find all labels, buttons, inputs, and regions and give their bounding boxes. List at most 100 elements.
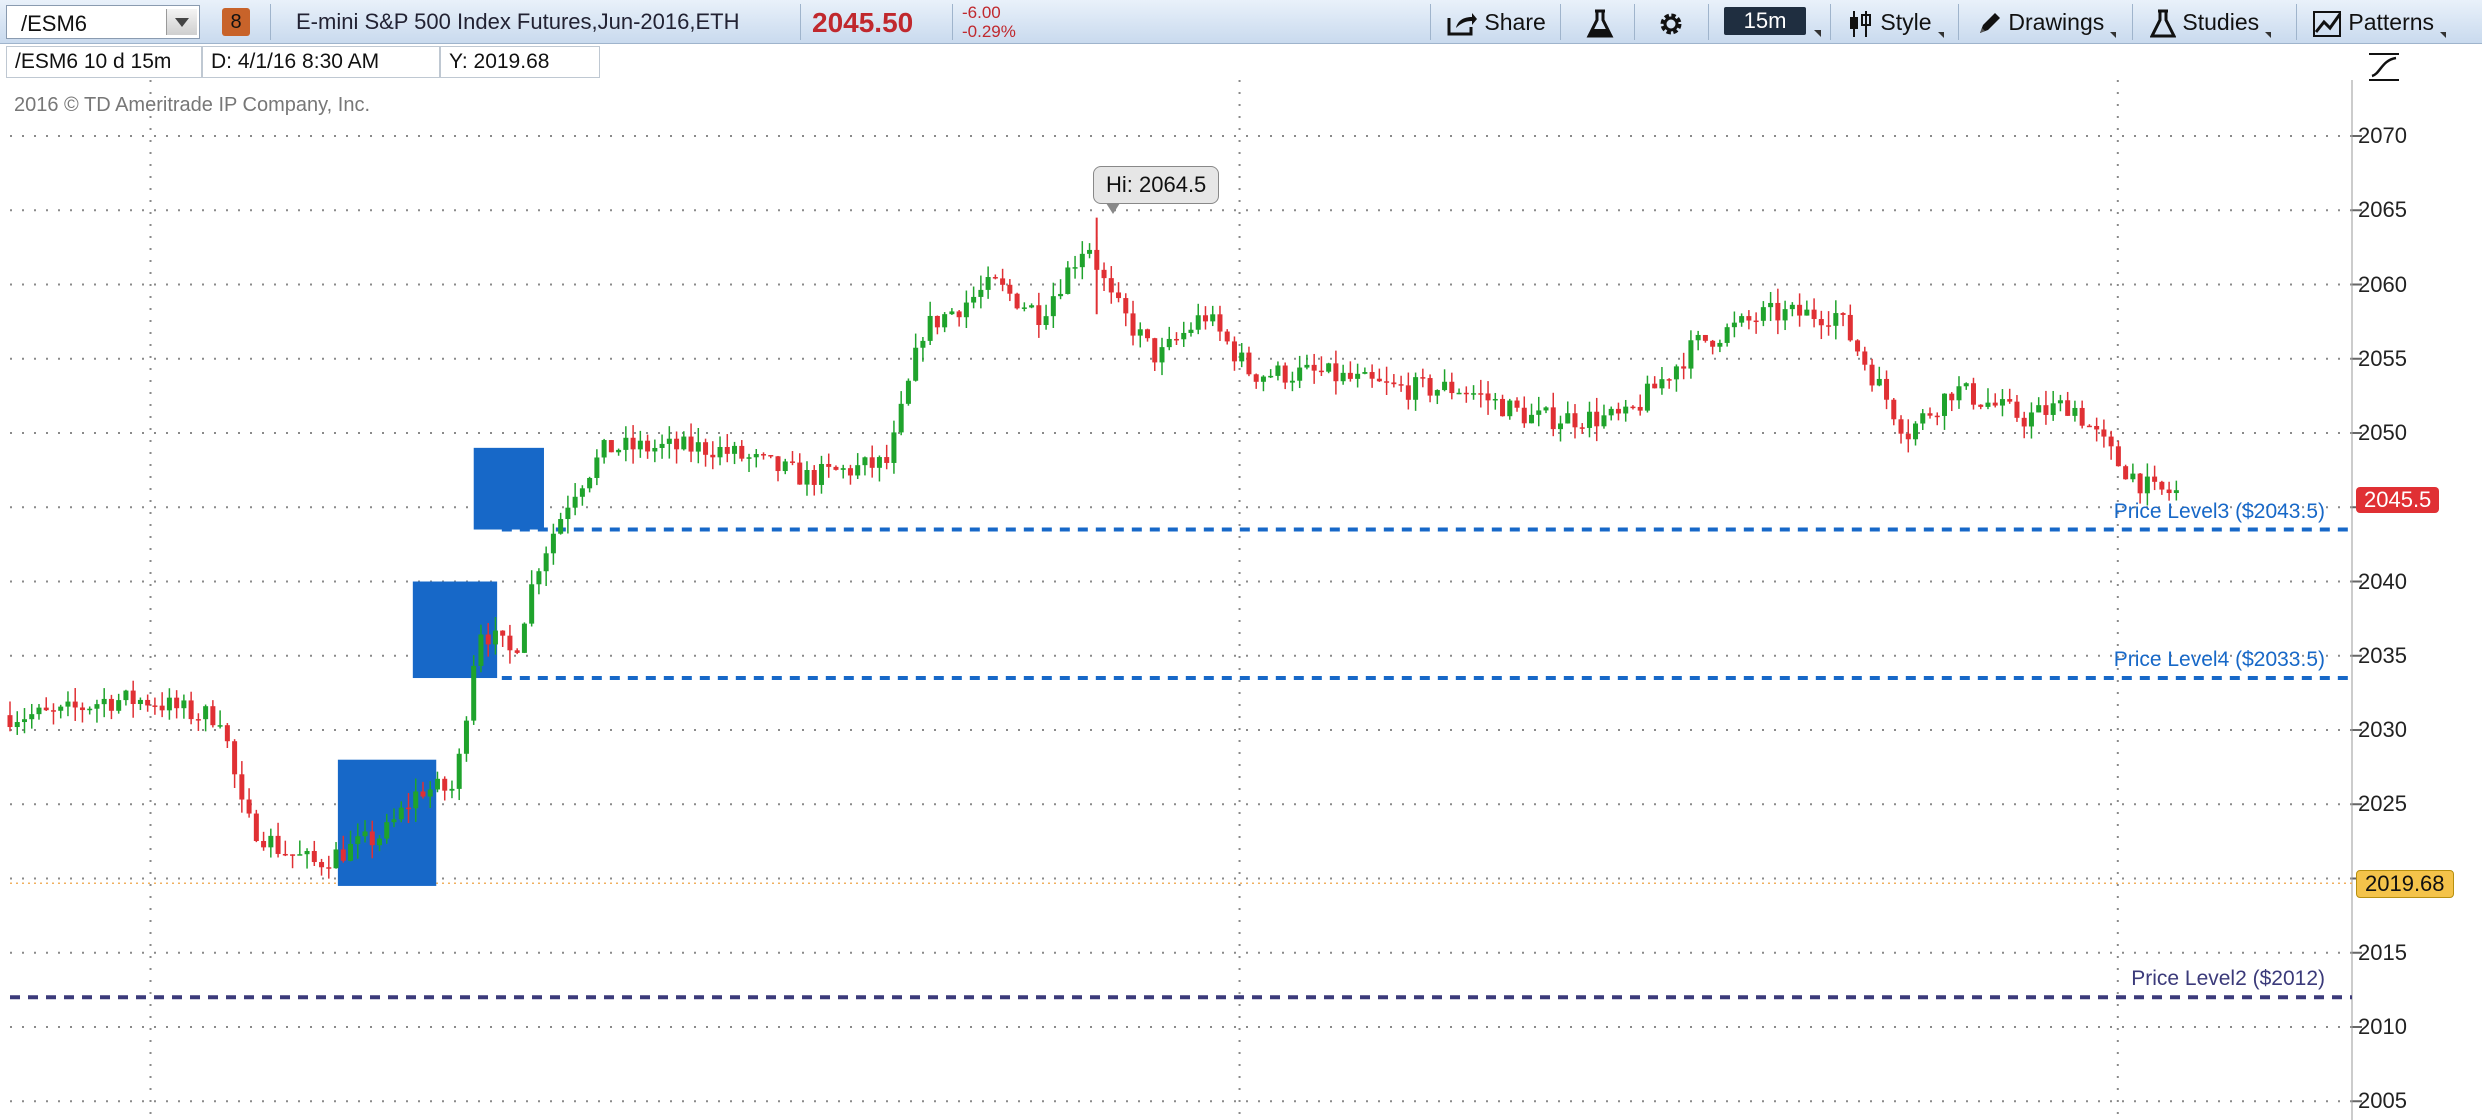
high-callout: Hi: 2064.5 (1093, 166, 1220, 214)
candle-body (1029, 305, 1035, 308)
candle-body (1913, 423, 1919, 440)
candle-body (1434, 390, 1440, 396)
candle-body (876, 457, 882, 468)
candle-body (79, 707, 85, 711)
candle-body (1543, 407, 1549, 411)
candle-body (1855, 340, 1861, 352)
candle-body (826, 463, 832, 467)
candle-body (1884, 378, 1890, 400)
candle-body (253, 813, 259, 841)
candle-body (666, 438, 672, 444)
candle-body (1536, 410, 1542, 415)
y-tick-label: 2060 (2358, 271, 2407, 297)
patterns-button[interactable]: Patterns (2312, 0, 2447, 44)
candle-body (1289, 380, 1295, 383)
y-tick-label: 2040 (2358, 568, 2407, 594)
candle-body (58, 706, 64, 711)
candle-body (2108, 436, 2114, 447)
candle-body (1521, 407, 1527, 424)
timeframe-selector[interactable]: 15m (1724, 7, 1806, 35)
candle-body (1934, 415, 1940, 418)
symbol-text[interactable]: /ESM6 (21, 11, 88, 36)
candle-body (2057, 400, 2063, 404)
candle-body (630, 437, 636, 450)
candle-body (920, 340, 926, 348)
candle-body (1391, 382, 1397, 385)
candle-body (217, 725, 223, 727)
candle-body (384, 822, 390, 839)
candle-body (775, 456, 781, 472)
candle-body (1275, 365, 1281, 376)
candle-body (1333, 363, 1339, 382)
style-button[interactable]: Style (1846, 0, 1944, 44)
studies-dropdown-icon (2265, 32, 2272, 38)
candle-body (637, 440, 643, 450)
candle-body (1724, 327, 1730, 343)
share-button[interactable]: Share (1446, 0, 1546, 44)
candle-body (1456, 392, 1462, 395)
candle-body (971, 296, 977, 303)
candle-body (1007, 284, 1013, 294)
drawing-tools-icon[interactable] (2366, 50, 2402, 84)
candle-body (1652, 383, 1658, 389)
timeframe-dropdown-icon[interactable] (1814, 30, 1821, 37)
candle-body (1369, 372, 1375, 379)
toolbar-divider (1634, 4, 1635, 40)
candle-body (1594, 411, 1600, 427)
candle-body (1992, 402, 1998, 406)
candle-body (2014, 401, 2020, 418)
candle-body (311, 851, 317, 863)
candle-body (1058, 293, 1064, 297)
candle-body (166, 697, 172, 711)
candle-body (1557, 423, 1563, 430)
candle-body (1376, 378, 1382, 382)
drawings-button[interactable]: Drawings (1976, 0, 2117, 44)
candle-body (427, 789, 433, 797)
candle-body (746, 457, 752, 459)
candle-body (1963, 383, 1969, 387)
candle-body (50, 710, 56, 712)
candle-body (1427, 378, 1433, 396)
candle-body (761, 454, 767, 456)
candle-body (1188, 329, 1194, 333)
candle-body (1123, 298, 1129, 314)
y-tick-label: 2035 (2358, 642, 2407, 668)
candle-body (2072, 407, 2078, 416)
candle-body (1384, 381, 1390, 383)
candle-body (1514, 400, 1520, 408)
candle-body (442, 778, 448, 791)
toolbar-divider (1430, 4, 1431, 40)
candle-body (1181, 332, 1187, 340)
settings-button[interactable] (1656, 0, 1686, 44)
candle-body (1572, 413, 1578, 428)
cursor-date-info: D: 4/1/16 8:30 AM (202, 46, 440, 78)
candle-body (1463, 392, 1469, 395)
candle-body (391, 819, 397, 823)
link-group-badge[interactable]: 8 (222, 8, 250, 36)
studies-button[interactable]: Studies (2149, 0, 2272, 44)
candle-body (674, 438, 680, 450)
period-info: /ESM6 10 d 15m (6, 46, 202, 78)
candle-body (579, 488, 585, 497)
candle-body (608, 440, 614, 453)
candle-body (14, 722, 20, 728)
candle-body (847, 468, 853, 476)
candle-body (2159, 481, 2165, 490)
candle-body (1014, 293, 1020, 309)
symbol-selector[interactable]: /ESM6 (6, 5, 200, 39)
chevron-down-icon[interactable] (166, 9, 197, 35)
candle-body (645, 440, 651, 452)
candle-body (1760, 307, 1766, 321)
lab-button[interactable] (1586, 0, 1614, 44)
candle-body (1398, 384, 1404, 386)
percent-change: -0.29% (962, 22, 1016, 41)
candle-body (463, 720, 469, 754)
candle-body (2094, 425, 2100, 430)
candle-body (471, 665, 477, 721)
y-tick-label: 2030 (2358, 717, 2407, 742)
candle-body (420, 791, 426, 797)
price-chart[interactable] (0, 80, 2482, 1120)
toolbar-divider (2296, 4, 2297, 40)
candle-body (833, 466, 839, 470)
candle-body (456, 753, 462, 789)
